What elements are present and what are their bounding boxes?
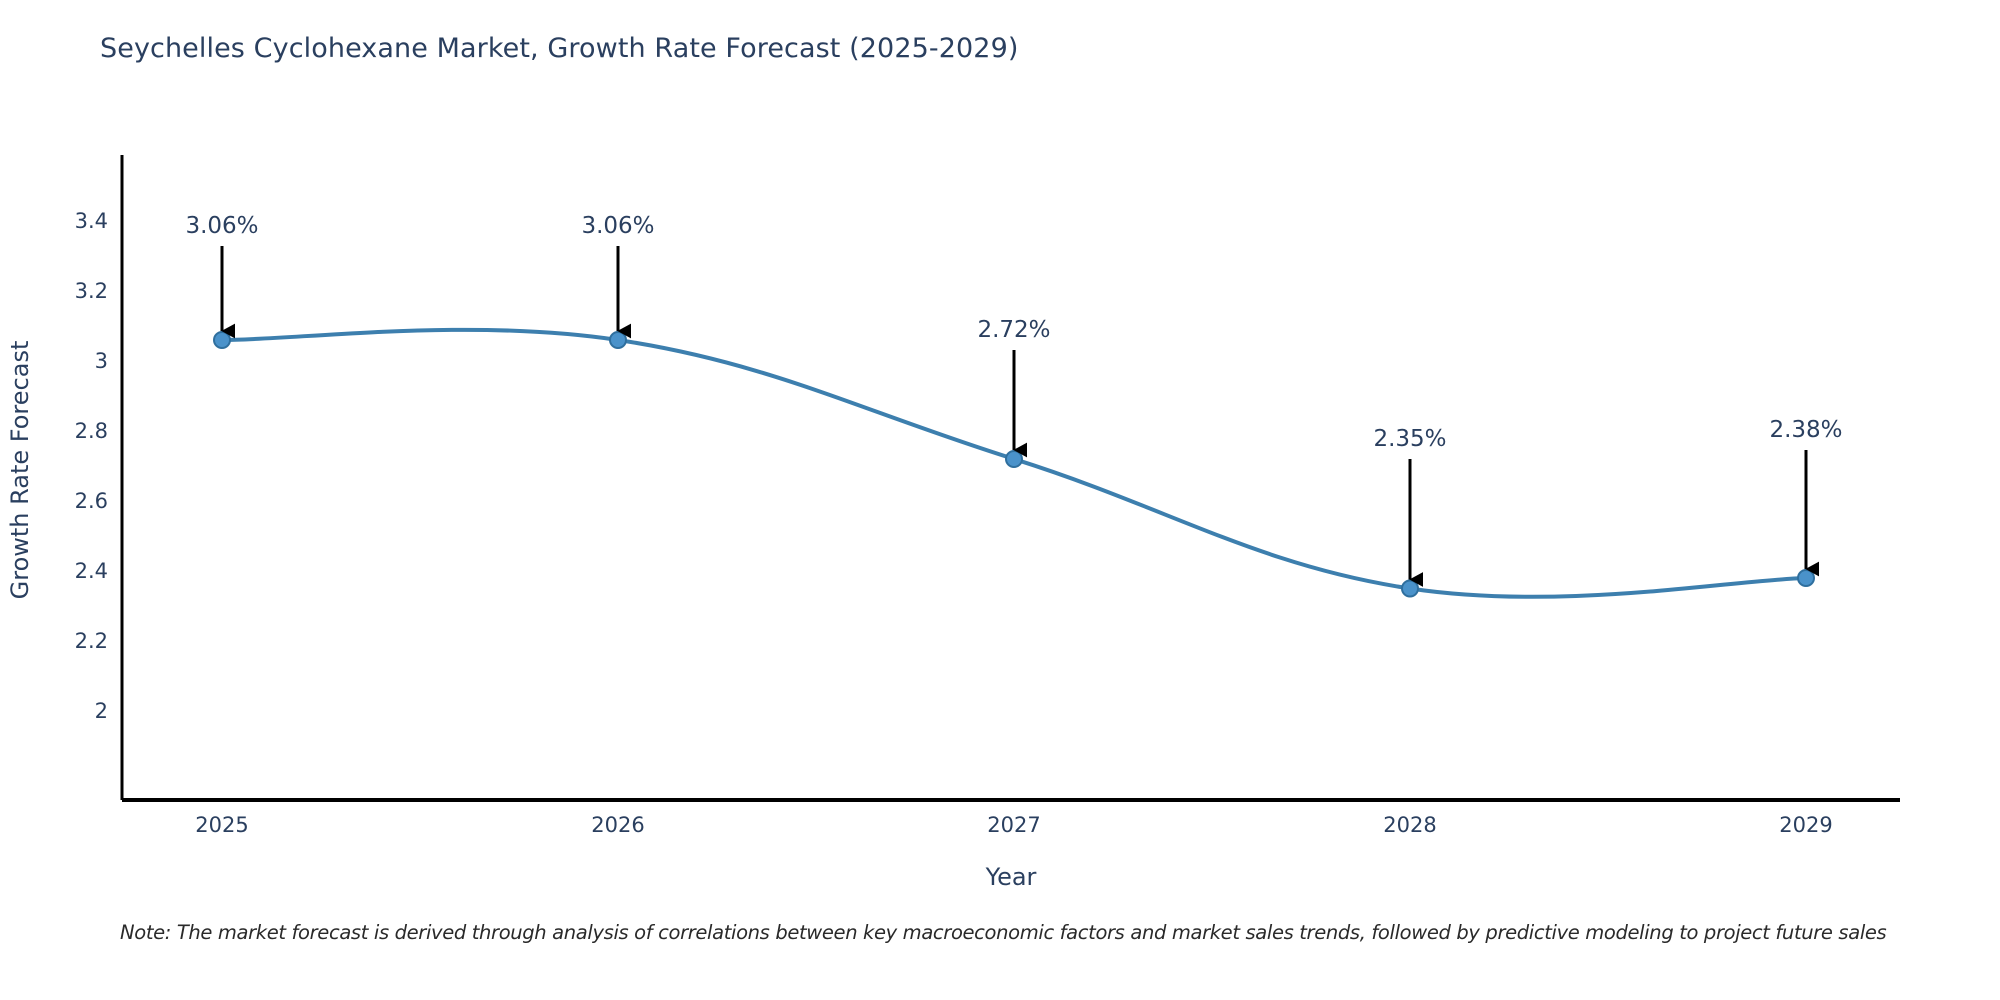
data-point-marker [609,331,627,349]
y-tick-label: 3.2 [75,279,108,303]
data-point-marker [1005,450,1023,468]
y-tick-label: 2.6 [75,489,108,513]
y-tick-label: 2.4 [75,559,108,583]
y-tick-label: 2.2 [75,629,108,653]
y-tick-label: 3.4 [75,209,108,233]
data-point-marker [1401,579,1419,598]
page-title: Seychelles Cyclohexane Market, Growth Ra… [100,33,1019,64]
point-label: 3.06% [185,213,258,239]
data-point-marker [213,331,231,349]
x-tick-label: 2029 [1779,813,1832,837]
chart-footnote: Note: The market forecast is derived thr… [120,921,1887,944]
x-tick-label: 2026 [591,813,644,837]
x-tick-label: 2027 [987,813,1040,837]
y-tick-label: 2 [95,699,108,723]
annotation-labels: 3.06% 3.06% 2.72% 2.35% 2.38% [185,213,1842,452]
point-label: 2.72% [977,317,1050,343]
y-tick-label: 3 [95,349,108,373]
data-point-marker [1797,569,1815,587]
y-axis-title: Growth Rate Forecast [6,341,34,600]
y-tick-label: 2.8 [75,419,108,443]
y-axis-ticks: 3.4 3.2 3 2.8 2.6 2.4 2.2 2 [75,209,108,723]
point-label: 2.38% [1769,417,1842,443]
x-axis-ticks: 2025 2026 2027 2028 2029 [195,813,1832,837]
x-tick-label: 2028 [1383,813,1436,837]
annotation-arrows [220,246,1820,587]
x-axis-title: Year [985,863,1037,891]
point-label: 3.06% [581,213,654,239]
point-label: 2.35% [1373,426,1446,452]
x-tick-label: 2025 [195,813,248,837]
